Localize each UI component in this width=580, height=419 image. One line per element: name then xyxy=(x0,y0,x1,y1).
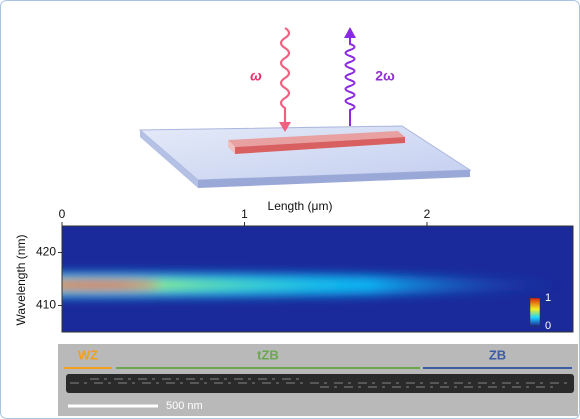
colorbar-tick-label: 1 xyxy=(545,292,551,304)
y-tick-label: 420 xyxy=(36,245,56,259)
two-omega-label: 2ω xyxy=(375,68,395,84)
y-axis-label: Wavelength (nm) xyxy=(14,235,28,326)
sem-panel: 500 nm WZ tZB ZB xyxy=(58,344,578,416)
segment-label: tZB xyxy=(257,347,279,362)
scale-bar-label: 500 nm xyxy=(166,400,203,412)
x-axis-label: Length (μm) xyxy=(268,199,333,213)
y-tick-label: 410 xyxy=(36,298,56,312)
x-tick-label: 0 xyxy=(59,207,66,221)
colorbar-tick-label: 0 xyxy=(545,320,551,332)
segment-label: ZB xyxy=(489,347,506,362)
x-tick-label: 2 xyxy=(424,207,431,221)
colorbar xyxy=(530,298,540,326)
figure: ω 2ω Length (μm) Wavelength (nm) 0 1 2 410 4… xyxy=(0,0,580,419)
omega-label: ω xyxy=(250,68,262,84)
x-tick-label: 1 xyxy=(241,207,248,221)
segment-label: WZ xyxy=(78,347,98,362)
